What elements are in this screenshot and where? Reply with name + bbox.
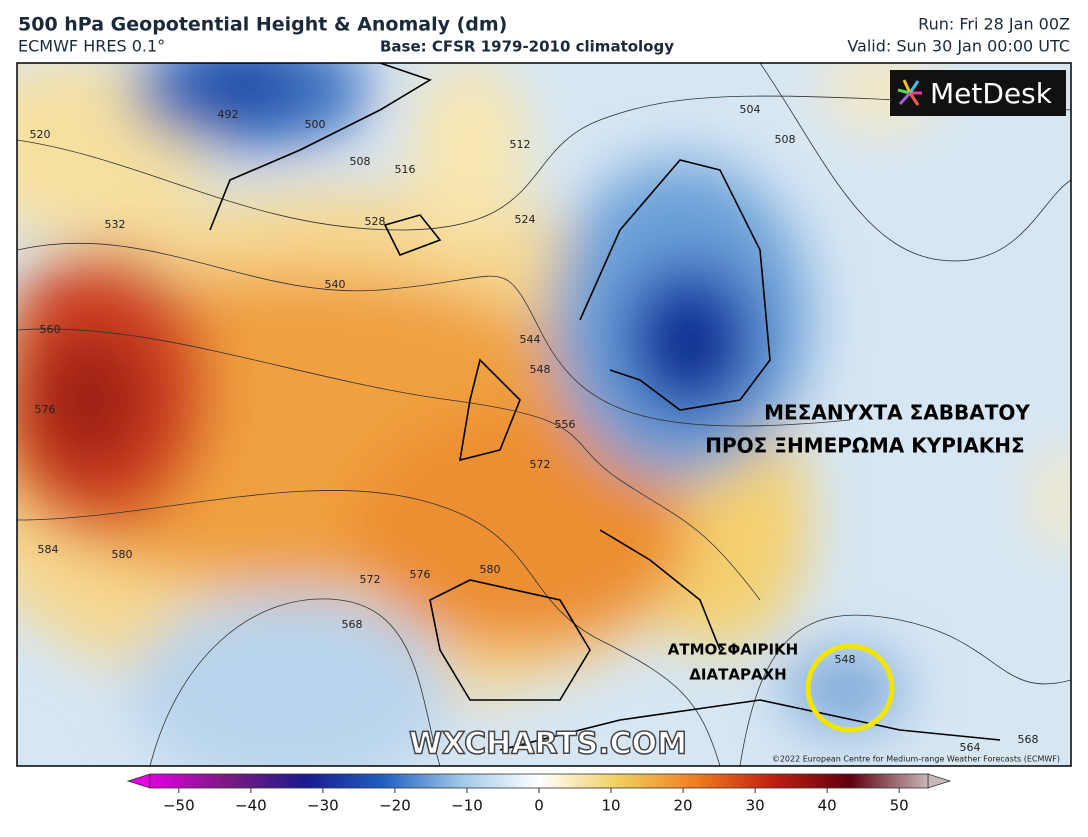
annotation: ΔΙΑΤΑΡΑΧΗ xyxy=(689,666,786,684)
contour-label: 524 xyxy=(515,213,536,226)
contour-label: 548 xyxy=(530,363,551,376)
contour-label: 580 xyxy=(480,563,501,576)
contour-label: 508 xyxy=(350,155,371,168)
contour-label: 584 xyxy=(38,543,59,556)
contour-label: 532 xyxy=(105,218,126,231)
contour-label: 572 xyxy=(360,573,381,586)
contour-label: 504 xyxy=(740,103,761,116)
map-frame xyxy=(16,62,1072,767)
contour-label: 528 xyxy=(365,215,386,228)
colorbar-tick-label: 20 xyxy=(674,797,693,815)
annotation: ΜΕΣΑΝΥΧΤΑ ΣΑΒΒΑΤΟΥ xyxy=(764,401,1030,425)
colorbar-tick-label: −20 xyxy=(379,797,411,815)
contour-label: 544 xyxy=(520,333,541,346)
contour-label: 572 xyxy=(530,458,551,471)
contour-label: 556 xyxy=(555,418,576,431)
coastlines xyxy=(209,63,1001,751)
contour-label: 492 xyxy=(218,108,239,121)
contour-label: 512 xyxy=(510,138,531,151)
colorbar-tick-label: 50 xyxy=(890,797,909,815)
colorbar-tick-label: 40 xyxy=(818,797,837,815)
colorbar-tick-label: −10 xyxy=(451,797,483,815)
base: Base: CFSR 1979-2010 climatology xyxy=(380,38,674,56)
contour-label: 508 xyxy=(775,133,796,146)
colorbar-body xyxy=(149,773,929,789)
colorbar-tick-label: −30 xyxy=(307,797,339,815)
contour-label: 560 xyxy=(40,323,61,336)
contour-labels: 492 500 508 516 520 532 528 540 544 548 556 560 576 5… xyxy=(30,103,1039,754)
copyright: ©2022 European Centre for Medium-range W… xyxy=(772,755,1060,764)
contour-label: 520 xyxy=(30,128,51,141)
contour-label: 516 xyxy=(395,163,416,176)
map: MetDesk WXCHARTS.COM ©2022 European Cent… xyxy=(17,63,1071,766)
contour-label: 568 xyxy=(1018,733,1039,746)
annotation: ΠΡΟΣ ΞΗΜΕΡΩΜΑ ΚΥΡΙΑΚΗΣ xyxy=(705,434,1024,458)
colorbar: −50 −40 −30 −20 −10 0 10 20 30 40 50 xyxy=(126,773,952,815)
title: 500 hPa Geopotential Height & Anomaly (d… xyxy=(18,14,507,36)
annotation: ΑΤΜΟΣΦΑΙΡΙΚΗ xyxy=(668,641,798,659)
contours xyxy=(17,63,1071,766)
contour-label: 580 xyxy=(112,548,133,561)
contour-label: 576 xyxy=(410,568,431,581)
contour-label: 568 xyxy=(342,618,363,631)
highlight-circle xyxy=(805,643,895,733)
colorbar-tick-label: 30 xyxy=(746,797,765,815)
colorbar-tick-label: −50 xyxy=(163,797,195,815)
contour-label: 500 xyxy=(305,118,326,131)
watermark: WXCHARTS.COM xyxy=(409,727,687,762)
run: Run: Fri 28 Jan 00Z xyxy=(918,15,1070,34)
contour-label: 540 xyxy=(325,278,346,291)
valid: Valid: Sun 30 Jan 00:00 UTC xyxy=(847,37,1070,56)
colorbar-tick-label: 10 xyxy=(601,797,620,815)
contour-label: 548 xyxy=(835,653,856,666)
colorbar-extend-low xyxy=(126,773,151,789)
model: ECMWF HRES 0.1° xyxy=(18,37,165,56)
contour-label: 564 xyxy=(960,741,981,754)
colorbar-tick-label: −40 xyxy=(235,797,267,815)
logo-icon xyxy=(897,79,922,106)
colorbar-tick-label: 0 xyxy=(534,797,544,815)
colorbar-extend-high xyxy=(927,773,952,789)
logo: MetDesk xyxy=(930,77,1053,110)
contour-label: 576 xyxy=(35,403,56,416)
